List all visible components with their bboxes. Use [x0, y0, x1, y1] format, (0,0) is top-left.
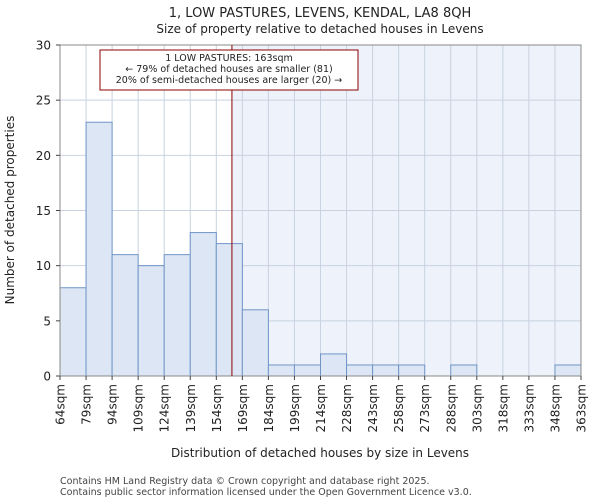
bar	[398, 364, 426, 377]
bar	[163, 254, 191, 377]
x-tick-label: 318sqm	[496, 384, 510, 432]
y-tick-label: 5	[43, 314, 51, 328]
bar	[137, 265, 165, 377]
x-tick-label: 214sqm	[314, 384, 328, 432]
bar	[241, 309, 269, 377]
bar	[346, 364, 374, 377]
x-tick-label: 169sqm	[236, 384, 250, 432]
annotation-line: 1 LOW PASTURES: 163sqm	[165, 53, 293, 64]
y-tick-label: 10	[36, 259, 51, 273]
bar	[189, 232, 217, 377]
y-tick-label: 30	[36, 39, 51, 53]
bar	[59, 287, 87, 377]
y-axis-ticks: 0 5 10 15 20 25 30	[36, 39, 60, 384]
x-tick-label: 94sqm	[106, 384, 120, 425]
annotation-rect	[99, 49, 359, 91]
x-tick-label: 154sqm	[210, 384, 224, 432]
bar	[320, 353, 348, 377]
x-tick-label: 288sqm	[444, 384, 458, 432]
annotation-line: 20% of semi-detached houses are larger (…	[116, 75, 343, 86]
x-tick-label: 333sqm	[522, 384, 536, 432]
footer-line-2: Contains public sector information licen…	[60, 487, 472, 498]
bar	[215, 243, 243, 377]
x-tick-label: 199sqm	[288, 384, 302, 432]
x-tick-label: 64sqm	[54, 384, 68, 425]
x-tick-label: 79sqm	[80, 384, 94, 425]
x-tick-label: 184sqm	[262, 384, 276, 432]
bar	[372, 364, 400, 377]
footer-line-1: Contains HM Land Registry data © Crown c…	[60, 476, 430, 487]
x-tick-label: 348sqm	[548, 384, 562, 432]
bar	[267, 364, 295, 377]
y-tick-label: 25	[36, 94, 51, 108]
x-tick-label: 363sqm	[575, 384, 589, 432]
y-tick-label: 20	[36, 149, 51, 163]
x-tick-label: 228sqm	[340, 384, 354, 432]
y-tick-label: 0	[43, 370, 51, 384]
y-tick-label: 15	[36, 204, 51, 218]
x-tick-label: 303sqm	[470, 384, 484, 432]
x-tick-label: 243sqm	[366, 384, 380, 432]
x-tick-label: 139sqm	[184, 384, 198, 432]
bar	[111, 254, 139, 377]
x-tick-label: 273sqm	[418, 384, 432, 432]
x-axis-label: Distribution of detached houses by size …	[171, 446, 469, 460]
bars	[59, 121, 582, 377]
x-tick-label: 109sqm	[132, 384, 146, 432]
bar	[85, 121, 113, 377]
x-tick-label: 258sqm	[392, 384, 406, 432]
y-axis-label: Number of detached properties	[3, 116, 17, 305]
chart-title: 1, LOW PASTURES, LEVENS, KENDAL, LA8 8QH	[169, 6, 471, 21]
annotation-line: ← 79% of detached houses are smaller (81…	[125, 64, 332, 75]
x-tick-label: 124sqm	[158, 384, 172, 432]
annotation-box: 1 LOW PASTURES: 163sqm ← 79% of detached…	[99, 49, 359, 91]
bar	[554, 364, 582, 377]
bar	[450, 364, 478, 377]
bar	[293, 364, 322, 377]
x-axis-ticks: 64sqm 79sqm 94sqm 109sqm 124sqm 139sqm 154sqm 1…	[54, 376, 589, 432]
chart-subtitle: Size of property relative to detached ho…	[156, 22, 483, 36]
